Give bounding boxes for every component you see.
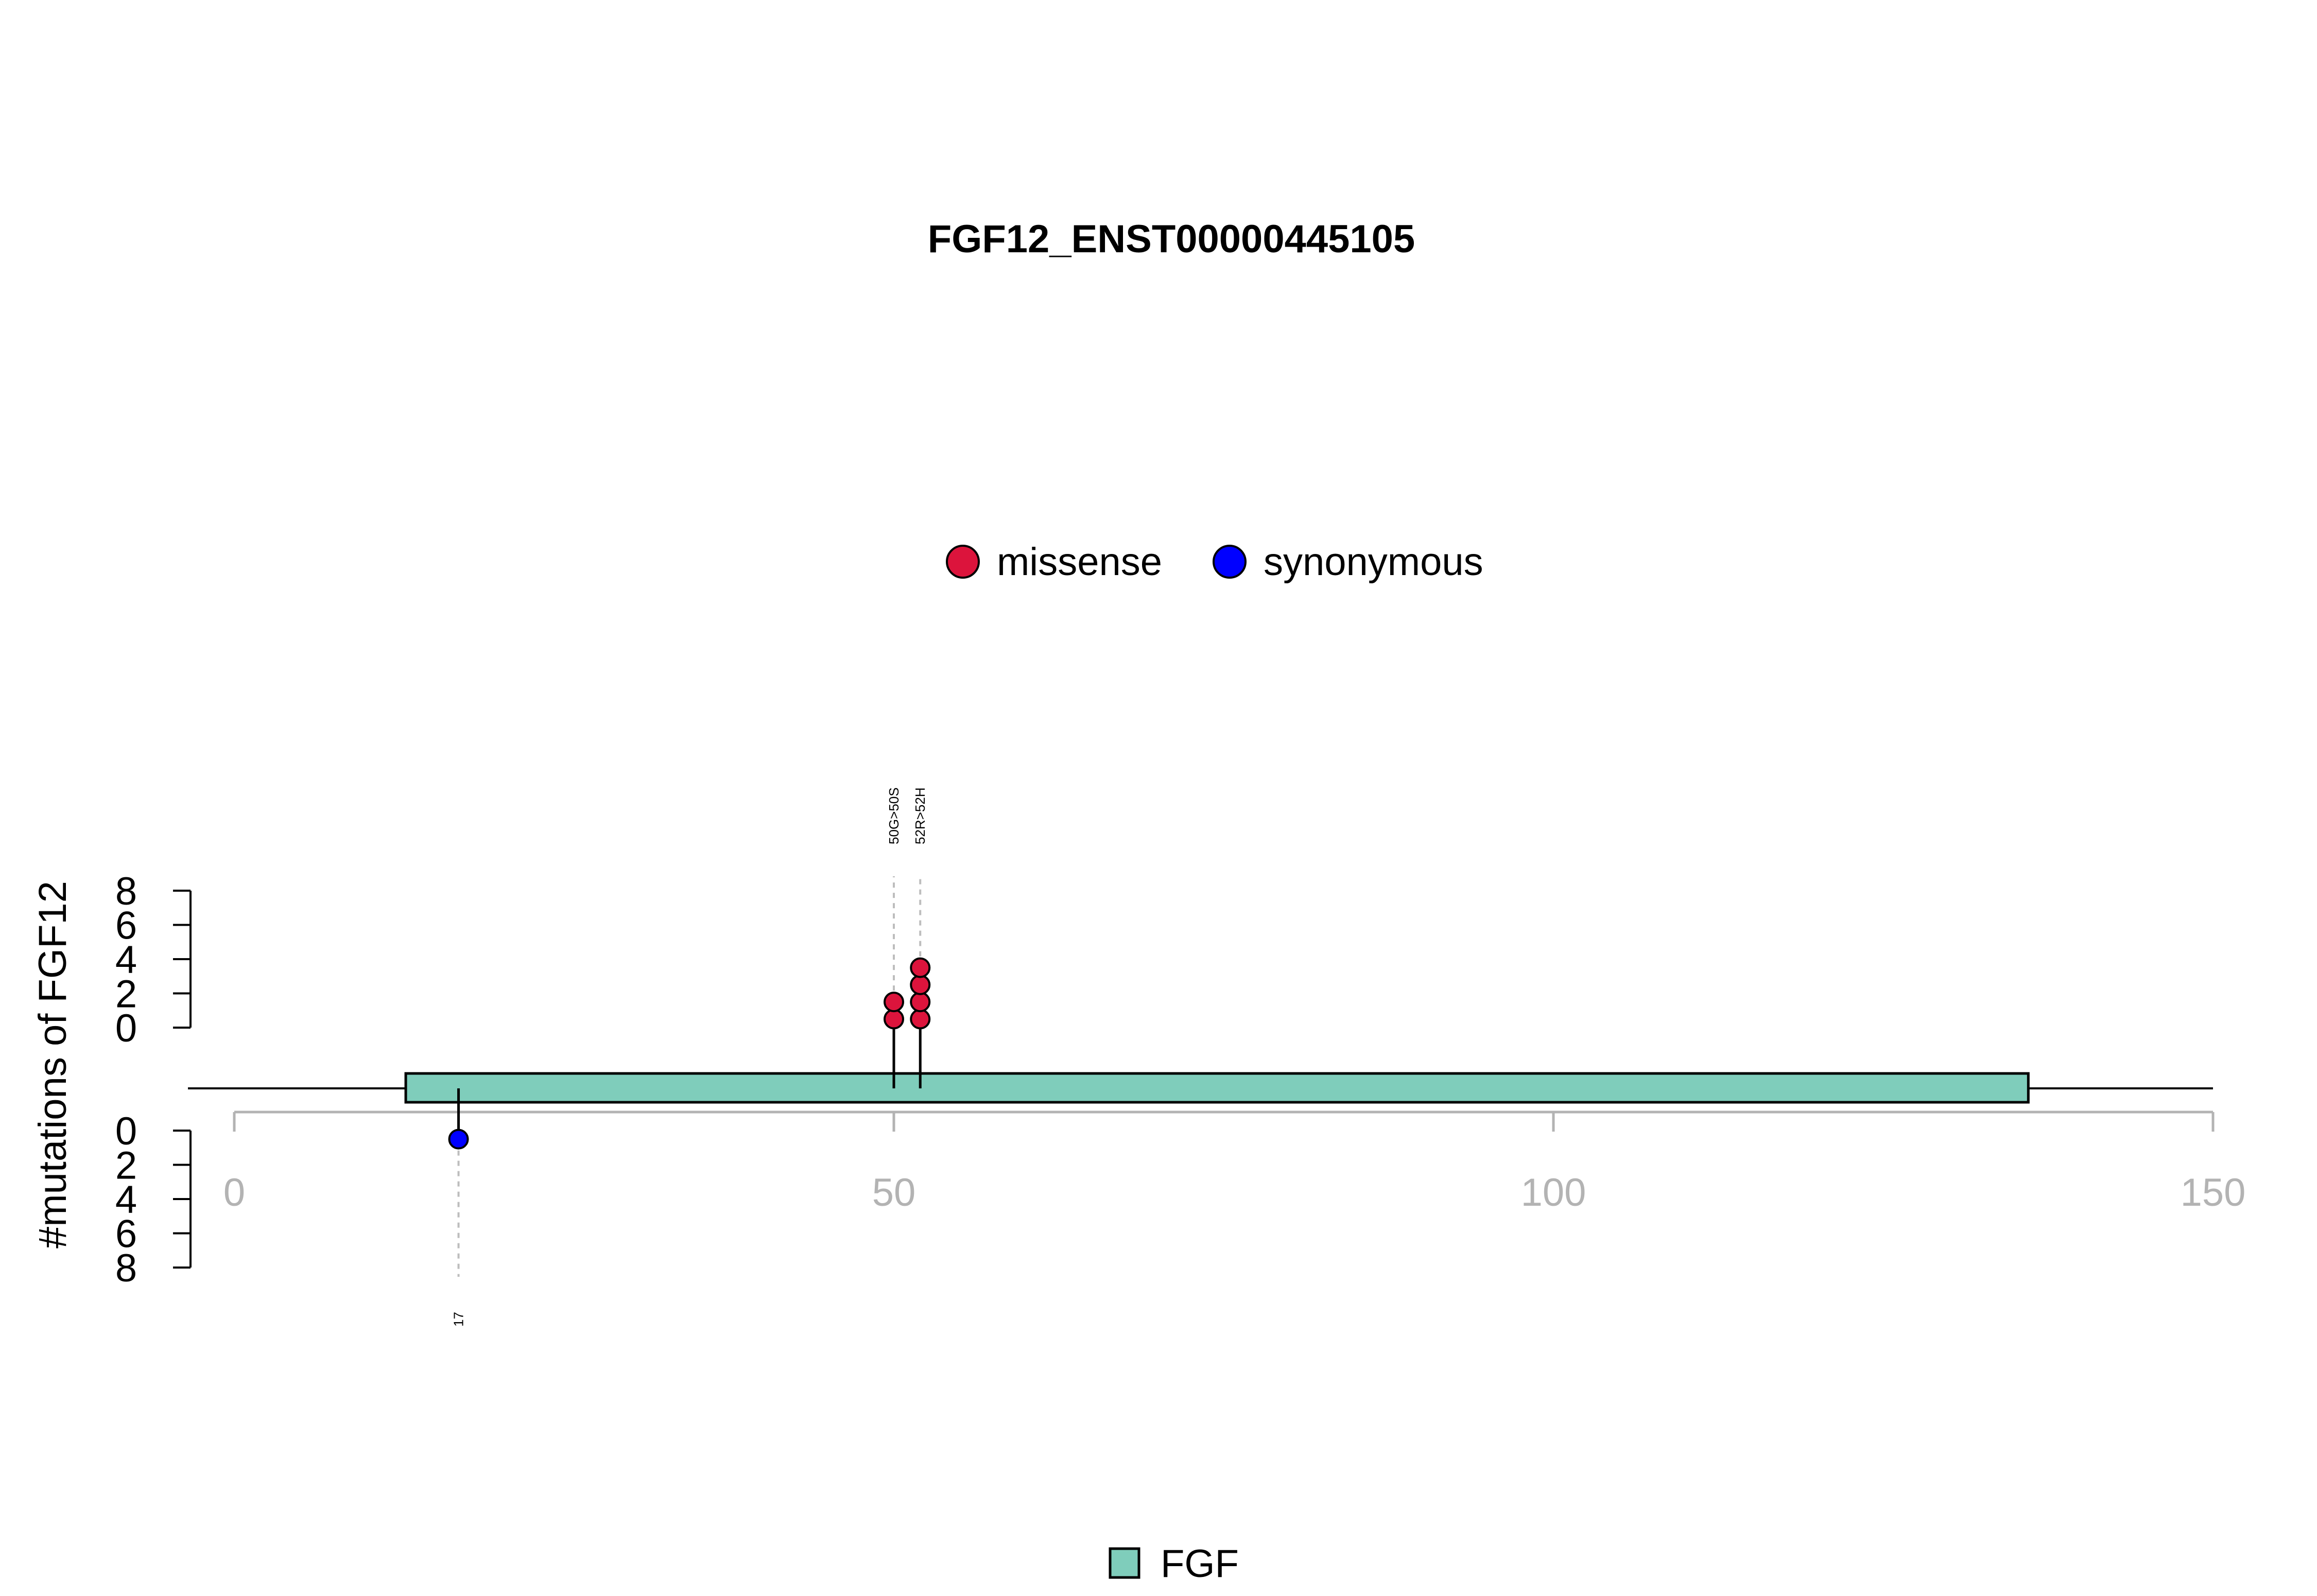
mutation-dot <box>448 1129 469 1150</box>
domain-legend: FGF <box>1109 1542 1239 1586</box>
y-lower-tick-label-2: 2 <box>115 1144 137 1188</box>
legend-marker-missense <box>946 545 980 579</box>
y-upper-tick-label-4: 4 <box>115 938 137 982</box>
domain-fgf <box>404 1072 2030 1104</box>
mutation-50g-50s: 50G>50S <box>884 787 904 1088</box>
y-axis-label: #mutations of FGF12 <box>31 881 75 1248</box>
x-tick-label-100: 100 <box>1521 1171 1586 1215</box>
protein-domains <box>404 1072 2030 1104</box>
y-lower-tick-label-6: 6 <box>115 1212 137 1256</box>
mutation-label: 52R>52H <box>912 787 928 844</box>
legend-marker-synonymous <box>1213 545 1247 579</box>
y-upper-tick-label-6: 6 <box>115 904 137 948</box>
mutation-dot <box>910 957 931 978</box>
mutation-lollipops: 50G>50S 52R>52H 17 <box>448 787 931 1327</box>
mutation-17: 17 <box>448 1088 469 1327</box>
mutation-dot <box>910 992 931 1013</box>
domain-legend-swatch-fgf <box>1109 1547 1140 1579</box>
mutation-dot <box>910 1009 931 1030</box>
y-lower-tick-label-8: 8 <box>115 1246 137 1290</box>
mutation-legend: missense synonymous <box>946 540 1483 584</box>
x-tick-label-50: 50 <box>872 1171 916 1215</box>
y-upper-tick-label-8: 8 <box>115 870 137 913</box>
legend-label-synonymous: synonymous <box>1264 540 1483 584</box>
legend-label-missense: missense <box>997 540 1162 584</box>
chart-title: FGF12_ENST00000445105 <box>928 217 1415 261</box>
x-tick-label-150: 150 <box>2181 1171 2246 1215</box>
mutation-label: 50G>50S <box>886 787 902 844</box>
mutation-52r-52h: 52R>52H <box>910 787 931 1088</box>
mutation-dot <box>884 992 904 1013</box>
x-axis: 0 50 100 150 <box>223 1111 2246 1215</box>
y-lower-tick-label-0: 0 <box>115 1109 137 1153</box>
y-upper-tick-label-0: 0 <box>115 1007 137 1050</box>
y-lower-tick-label-4: 4 <box>115 1178 137 1222</box>
mutation-dot <box>884 1009 904 1030</box>
domain-legend-label-fgf: FGF <box>1161 1542 1239 1586</box>
y-upper-tick-label-2: 2 <box>115 973 137 1016</box>
mutation-dot <box>910 974 931 995</box>
x-tick-label-0: 0 <box>223 1171 245 1215</box>
mutation-label: 17 <box>451 1312 466 1327</box>
